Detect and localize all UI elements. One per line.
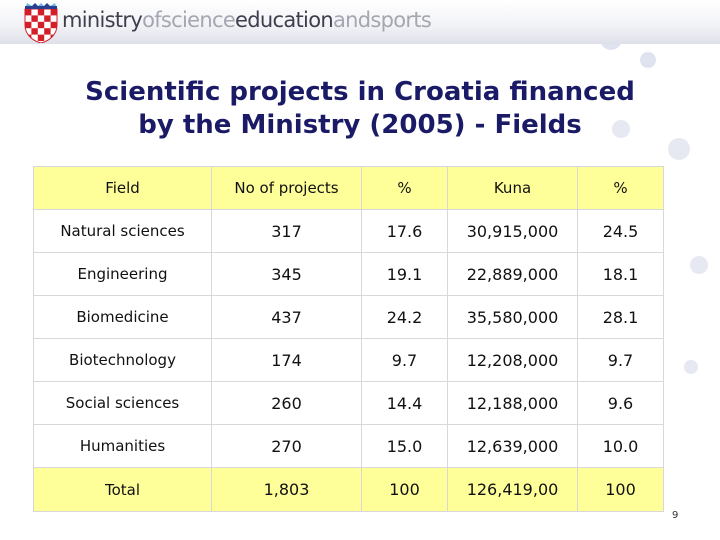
cell-percent: 19.1 <box>361 252 448 296</box>
header-cell-percent: % <box>361 166 448 210</box>
background-molecule <box>612 120 630 138</box>
brand-word: ministry <box>62 8 143 32</box>
total-kuna: 126,419,00 <box>447 467 578 512</box>
cell-percent: 24.2 <box>361 295 448 339</box>
cell-percent: 9.7 <box>577 338 664 382</box>
cell-percent: 10.0 <box>577 424 664 468</box>
table-row: Biotechnology 174 9.7 12,208,000 9.7 <box>33 338 664 382</box>
brand-word: andsports <box>332 8 432 32</box>
cell-field: Humanities <box>33 424 212 468</box>
table-row: Humanities 270 15.0 12,639,000 10.0 <box>33 424 664 468</box>
cell-kuna: 35,580,000 <box>447 295 578 339</box>
slide-title: Scientific projects in Croatia financed … <box>40 76 680 142</box>
cell-kuna: 12,639,000 <box>447 424 578 468</box>
cell-field: Biomedicine <box>33 295 212 339</box>
table-row: Social sciences 260 14.4 12,188,000 9.6 <box>33 381 664 425</box>
header-cell-projects: No of projects <box>211 166 362 210</box>
background-molecule <box>684 360 698 374</box>
cell-percent: 28.1 <box>577 295 664 339</box>
projects-table: Field No of projects % Kuna % Natural sc… <box>33 166 664 512</box>
cell-percent: 9.6 <box>577 381 664 425</box>
table-row: Engineering 345 19.1 22,889,000 18.1 <box>33 252 664 296</box>
croatian-coat-of-arms-icon <box>24 3 58 43</box>
cell-projects: 174 <box>211 338 362 382</box>
cell-projects: 317 <box>211 209 362 253</box>
total-label: Total <box>33 467 212 512</box>
table-row: Natural sciences 317 17.6 30,915,000 24.… <box>33 209 664 253</box>
title-line: Scientific projects in Croatia financed <box>85 77 635 107</box>
table-row: Biomedicine 437 24.2 35,580,000 28.1 <box>33 295 664 339</box>
cell-projects: 437 <box>211 295 362 339</box>
total-percent: 100 <box>577 467 664 512</box>
cell-field: Social sciences <box>33 381 212 425</box>
cell-percent: 9.7 <box>361 338 448 382</box>
cell-field: Biotechnology <box>33 338 212 382</box>
cell-projects: 345 <box>211 252 362 296</box>
background-molecule <box>668 138 690 160</box>
brand-word: ofscience <box>142 8 236 32</box>
table-total-row: Total 1,803 100 126,419,00 100 <box>33 467 664 512</box>
cell-projects: 270 <box>211 424 362 468</box>
cell-kuna: 22,889,000 <box>447 252 578 296</box>
ministry-brand: ministryofscienceeducationandsports <box>62 8 432 32</box>
header-cell-percent: % <box>577 166 664 210</box>
title-line: by the Ministry (2005) - Fields <box>138 110 582 140</box>
cell-kuna: 30,915,000 <box>447 209 578 253</box>
cell-percent: 18.1 <box>577 252 664 296</box>
background-molecule <box>690 256 708 274</box>
cell-percent: 15.0 <box>361 424 448 468</box>
header-cell-field: Field <box>33 166 212 210</box>
total-projects: 1,803 <box>211 467 362 512</box>
cell-field: Natural sciences <box>33 209 212 253</box>
header-bar <box>0 0 720 44</box>
background-molecule <box>640 52 656 68</box>
brand-word: education <box>235 8 334 32</box>
cell-field: Engineering <box>33 252 212 296</box>
total-percent: 100 <box>361 467 448 512</box>
table-header-row: Field No of projects % Kuna % <box>33 166 664 210</box>
cell-percent: 24.5 <box>577 209 664 253</box>
page-number: 9 <box>672 510 679 521</box>
cell-kuna: 12,188,000 <box>447 381 578 425</box>
cell-percent: 14.4 <box>361 381 448 425</box>
header-cell-kuna: Kuna <box>447 166 578 210</box>
cell-kuna: 12,208,000 <box>447 338 578 382</box>
cell-projects: 260 <box>211 381 362 425</box>
cell-percent: 17.6 <box>361 209 448 253</box>
